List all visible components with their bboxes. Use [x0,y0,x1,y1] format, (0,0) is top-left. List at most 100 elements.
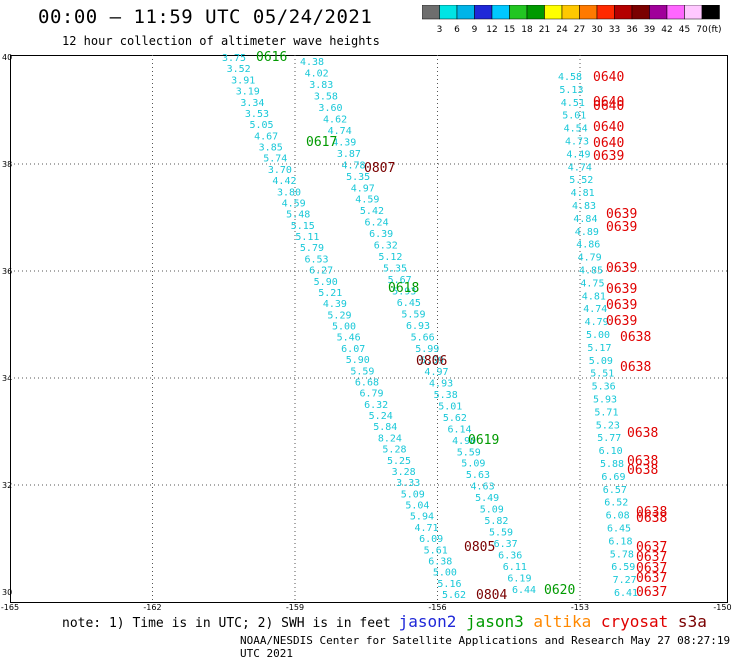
swh-value: 4.38 [300,57,324,68]
swh-value: 3.75 [222,53,246,64]
swh-value: 5.77 [597,433,621,444]
swh-value: 6.09 [419,534,443,545]
swh-value: 4.89 [575,227,599,238]
time-label: 0639 [606,298,637,313]
swh-value: 4.90 [452,436,476,447]
swh-value: 5.84 [373,422,397,433]
swh-value: 3.60 [318,103,342,114]
swh-value: 3.91 [231,75,255,86]
swh-value: 5.09 [461,459,485,470]
swh-value: 4.74 [328,126,352,137]
page-title: 00:00 – 11:59 UTC 05/24/2021 [38,6,373,28]
swh-value: 6.08 [606,511,630,522]
swh-value: 7.27 [613,575,637,586]
scale-label: 33 [609,25,620,35]
lon-tick-label: -150 [713,603,731,612]
swh-value: 5.35 [383,264,407,275]
time-label: 0616 [256,50,287,65]
scale-label: 36 [626,25,638,35]
swh-value: 5.90 [314,277,338,288]
lat-tick-label: 34 [2,374,12,383]
swh-value: 4.93 [429,378,453,389]
swh-value: 4.86 [576,240,600,251]
swh-value: 3.52 [227,64,251,75]
swh-value: 4.78 [341,160,365,171]
swh-value: 5.59 [350,366,374,377]
swh-value: 3.53 [245,109,269,120]
swh-value: 5.59 [457,447,481,458]
swh-value: 6.59 [611,562,635,573]
scale-swatch [701,5,720,20]
swh-value: 5.90 [346,355,370,366]
swh-value: 4.39 [323,299,347,310]
swh-value: 5.88 [600,459,624,470]
swh-value: 4.49 [566,149,590,160]
time-label: 0640 [593,120,624,135]
swh-value: 3.58 [314,91,338,102]
lon-tick-label: -156 [428,603,446,612]
swh-value: 5.04 [405,501,429,512]
swh-value: 4.39 [332,137,356,148]
swh-value: 6.27 [309,266,333,277]
lat-tick-label: 36 [2,267,12,276]
satellite-label-cryosat: cryosat [591,612,669,631]
swh-value: 5.09 [589,356,613,367]
time-label: 0638 [627,426,658,441]
swh-value: 5.94 [410,512,434,523]
note-text: note: 1) Time is in UTC; 2) SWH is in fe… [62,616,391,631]
swh-value: 4.62 [323,114,347,125]
swh-value: 5.67 [388,275,412,286]
swh-value: 5.59 [401,310,425,321]
page-subtitle: 12 hour collection of altimeter wave hei… [62,34,380,48]
swh-value: 5.74 [263,154,287,165]
satellite-label-jason3: jason3 [456,612,524,631]
time-label: 0640 [593,70,624,85]
swh-value: 6.37 [494,539,518,550]
swh-value: 4.54 [564,124,588,135]
swh-value: 5.79 [300,243,324,254]
swh-value: 3.87 [337,149,361,160]
swh-value: 5.93 [593,395,617,406]
swh-value: 5.82 [484,516,508,527]
time-label: 0620 [544,583,575,598]
swh-value: 6.32 [364,400,388,411]
swh-value: 5.59 [420,355,444,366]
swh-value: 4.73 [565,137,589,148]
swh-value: 6.38 [428,556,452,567]
swh-value: 4.58 [558,72,582,83]
swh-value: 6.68 [355,377,379,388]
swh-value: 4.79 [585,317,609,328]
satellite-legend: jason2 jason3 altika cryosat s3a [399,612,707,631]
swh-value: 4.83 [572,201,596,212]
time-label: 0639 [606,207,637,222]
satellite-label-altika: altika [523,612,592,631]
swh-value: 6.36 [498,551,522,562]
swh-value: 5.48 [286,210,310,221]
scale-label: 21 [539,25,550,35]
swh-value: 5.21 [318,288,342,299]
swh-value: 5.25 [387,456,411,467]
note-row: note: 1) Time is in UTC; 2) SWH is in fe… [62,612,707,631]
time-label: 0807 [364,161,395,176]
scale-label: 24 [556,25,568,35]
scale-label: 45 [679,25,690,35]
swh-value: 5.61 [424,545,448,556]
swh-value: 5.01 [562,111,586,122]
scale-label: 27 [574,25,585,35]
swh-value: 5.23 [596,420,620,431]
swh-value: 3.19 [236,87,260,98]
swh-value: 4.97 [424,367,448,378]
time-label: 0639 [606,314,637,329]
swh-value: 5.62 [442,590,466,601]
swh-value: 6.53 [305,254,329,265]
swh-value: 6.18 [608,536,632,547]
swh-value: 4.97 [351,183,375,194]
time-label: 0617 [306,135,337,150]
scale-label: 3 [437,25,443,35]
swh-value: 5.71 [594,407,618,418]
swh-value: 3.33 [396,478,420,489]
swh-value: 5.12 [378,252,402,263]
swh-value: 5.35 [346,172,370,183]
swh-value: 6.57 [603,485,627,496]
